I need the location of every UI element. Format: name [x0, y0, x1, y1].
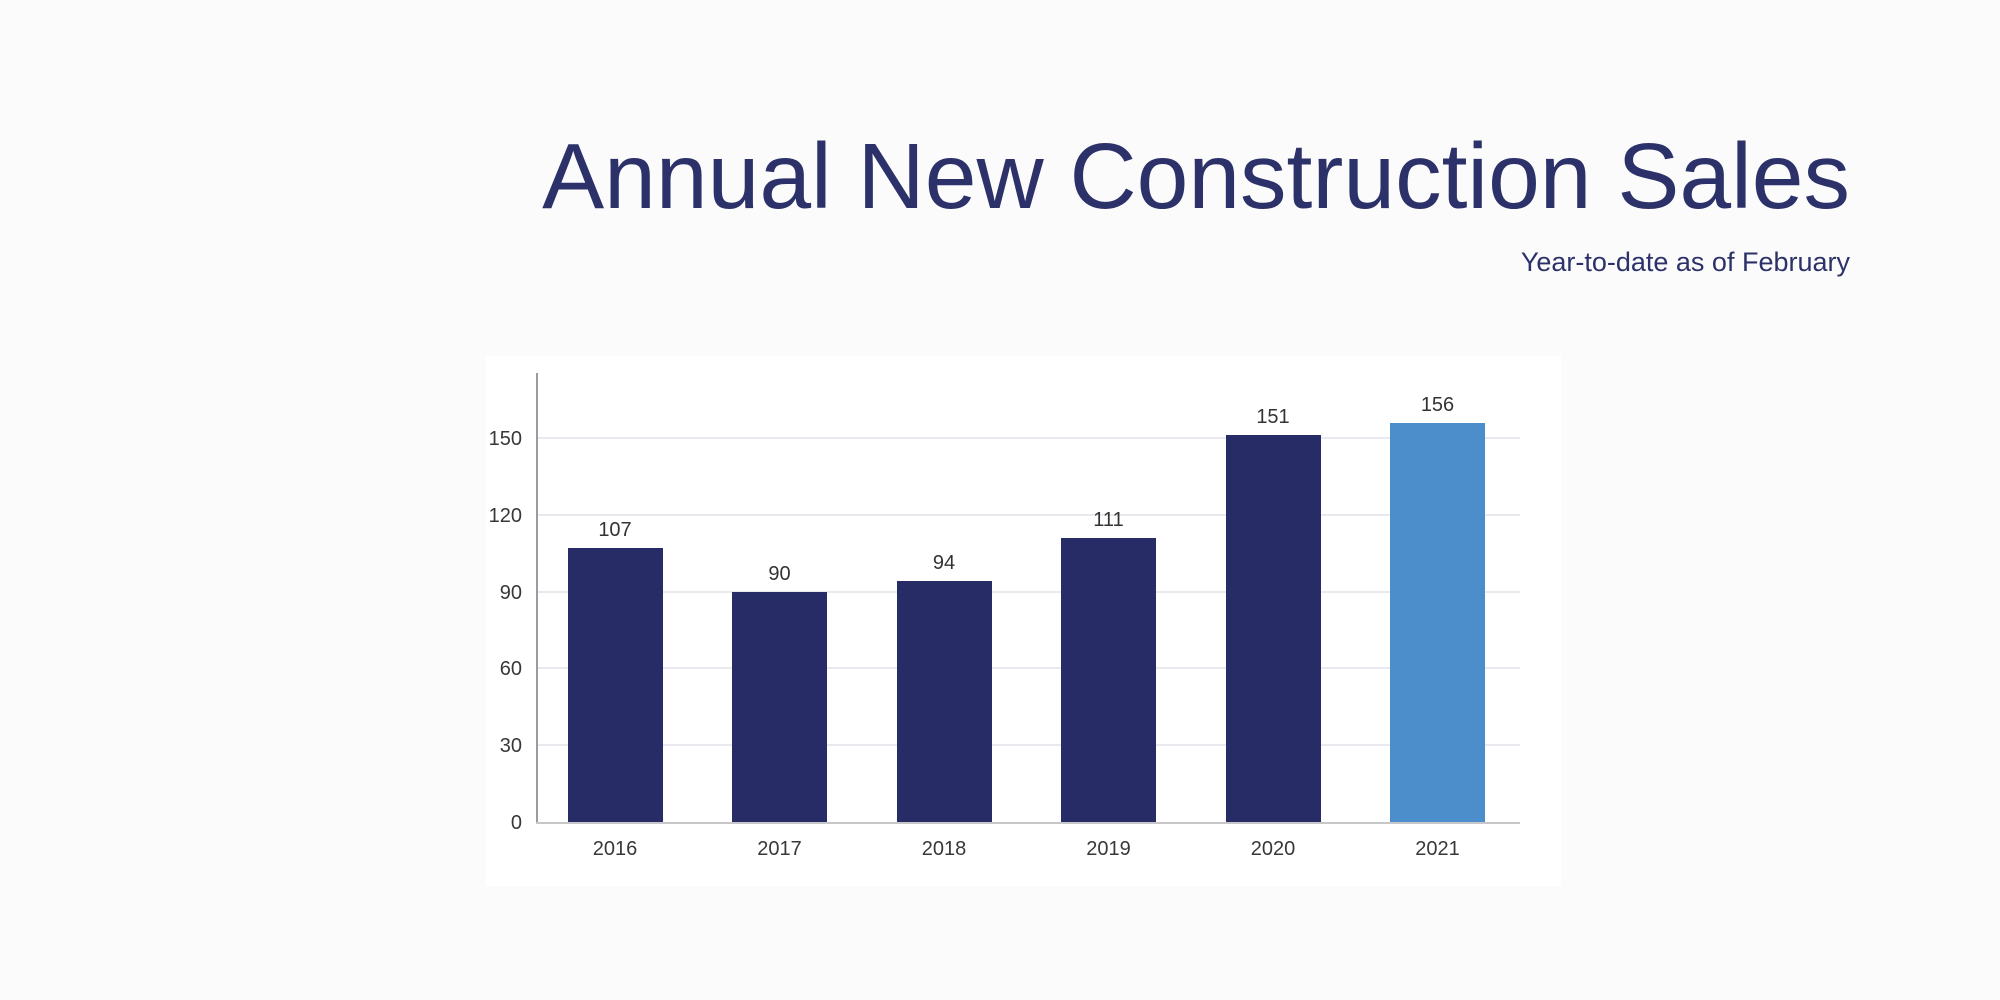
- bar-value-label: 151: [1256, 406, 1290, 429]
- plot-area: 0 30 60 90 120 150 107 2016 90 2017 94 2018 111 2019 1…: [489, 373, 1520, 860]
- bar: [1061, 537, 1156, 822]
- chart-subtitle: Year-to-date as of February: [1520, 247, 1850, 277]
- y-tick-label: 0: [510, 812, 522, 834]
- y-tick-label: 150: [488, 428, 522, 450]
- gridline: [538, 667, 1520, 670]
- bar: [1390, 422, 1485, 822]
- bar-chart-panel: 0 30 60 90 120 150 107 2016 90 2017 94 2018 111 2019 1…: [486, 356, 1561, 886]
- y-tick-label: 30: [499, 735, 522, 758]
- x-tick-label: 2019: [1086, 838, 1131, 860]
- x-tick-label: 2020: [1250, 838, 1296, 860]
- bar: [896, 581, 992, 822]
- bar-value-label: 111: [1093, 508, 1124, 531]
- gridline: [538, 590, 1520, 593]
- y-tick-label: 90: [499, 581, 522, 604]
- bar: [567, 548, 663, 822]
- bar: [732, 591, 827, 822]
- gridline: [538, 744, 1520, 747]
- bar-value-label: 94: [932, 552, 956, 575]
- gridline: [538, 437, 1520, 439]
- bar: [1225, 435, 1321, 822]
- bar-value-label: 156: [1420, 393, 1455, 416]
- x-tick-label: 2017: [757, 838, 802, 860]
- gridline: [538, 513, 1520, 516]
- header-block: Annual New Construction Sales Year-to-da…: [542, 130, 1850, 276]
- bar-value-label: 107: [598, 519, 632, 542]
- x-tick-label: 2021: [1415, 838, 1460, 860]
- x-axis-line: [536, 822, 1520, 824]
- bar-value-label: 90: [768, 562, 791, 585]
- y-tick-label: 120: [488, 504, 522, 527]
- x-tick-label: 2016: [592, 838, 638, 860]
- chart-title: Annual New Construction Sales: [542, 124, 1850, 228]
- y-axis-line: [536, 373, 538, 824]
- x-tick-label: 2018: [921, 838, 967, 860]
- y-tick-label: 60: [499, 658, 522, 681]
